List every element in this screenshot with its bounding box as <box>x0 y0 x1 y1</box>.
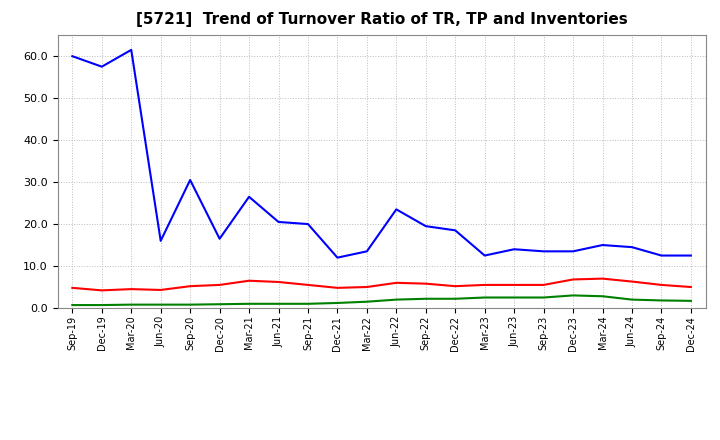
Trade Receivables <box>245 278 253 283</box>
Inventories <box>421 296 430 301</box>
Trade Payables <box>392 207 400 212</box>
Trade Payables <box>363 249 372 254</box>
Trade Payables <box>274 219 283 224</box>
Trade Receivables <box>186 283 194 289</box>
Trade Receivables <box>451 283 459 289</box>
Trade Payables <box>539 249 548 254</box>
Line: Inventories: Inventories <box>72 295 691 305</box>
Trade Payables <box>480 253 489 258</box>
Inventories <box>68 302 76 308</box>
Trade Payables <box>333 255 342 260</box>
Line: Trade Receivables: Trade Receivables <box>72 279 691 290</box>
Trade Receivables <box>598 276 607 281</box>
Trade Payables <box>510 246 518 252</box>
Inventories <box>97 302 106 308</box>
Trade Payables <box>421 224 430 229</box>
Trade Receivables <box>392 280 400 286</box>
Inventories <box>510 295 518 300</box>
Trade Payables <box>215 236 224 242</box>
Inventories <box>569 293 577 298</box>
Inventories <box>215 301 224 307</box>
Trade Payables <box>156 238 165 243</box>
Inventories <box>274 301 283 306</box>
Inventories <box>156 302 165 307</box>
Trade Payables <box>687 253 696 258</box>
Inventories <box>687 298 696 304</box>
Inventories <box>480 295 489 300</box>
Inventories <box>451 296 459 301</box>
Trade Payables <box>186 177 194 183</box>
Inventories <box>598 293 607 299</box>
Trade Payables <box>569 249 577 254</box>
Inventories <box>363 299 372 304</box>
Trade Receivables <box>421 281 430 286</box>
Trade Receivables <box>687 284 696 290</box>
Inventories <box>245 301 253 306</box>
Trade Payables <box>657 253 666 258</box>
Trade Payables <box>451 228 459 233</box>
Trade Payables <box>97 64 106 70</box>
Trade Receivables <box>628 279 636 284</box>
Inventories <box>657 298 666 303</box>
Inventories <box>127 302 135 307</box>
Trade Receivables <box>274 279 283 285</box>
Trade Receivables <box>363 284 372 290</box>
Trade Receivables <box>304 282 312 288</box>
Trade Receivables <box>215 282 224 288</box>
Trade Payables <box>598 242 607 248</box>
Trade Receivables <box>510 282 518 288</box>
Inventories <box>304 301 312 306</box>
Trade Payables <box>628 245 636 250</box>
Inventories <box>539 295 548 300</box>
Trade Receivables <box>97 288 106 293</box>
Trade Payables <box>127 47 135 52</box>
Trade Receivables <box>480 282 489 288</box>
Trade Receivables <box>156 287 165 293</box>
Trade Receivables <box>68 285 76 290</box>
Inventories <box>392 297 400 302</box>
Inventories <box>333 301 342 306</box>
Trade Receivables <box>657 282 666 288</box>
Inventories <box>628 297 636 302</box>
Trade Payables <box>245 194 253 199</box>
Inventories <box>186 302 194 307</box>
Trade Receivables <box>539 282 548 288</box>
Trade Payables <box>304 221 312 227</box>
Trade Receivables <box>127 286 135 292</box>
Trade Receivables <box>569 277 577 282</box>
Trade Payables <box>68 54 76 59</box>
Trade Receivables <box>333 285 342 290</box>
Title: [5721]  Trend of Turnover Ratio of TR, TP and Inventories: [5721] Trend of Turnover Ratio of TR, TP… <box>136 12 627 27</box>
Line: Trade Payables: Trade Payables <box>72 50 691 258</box>
